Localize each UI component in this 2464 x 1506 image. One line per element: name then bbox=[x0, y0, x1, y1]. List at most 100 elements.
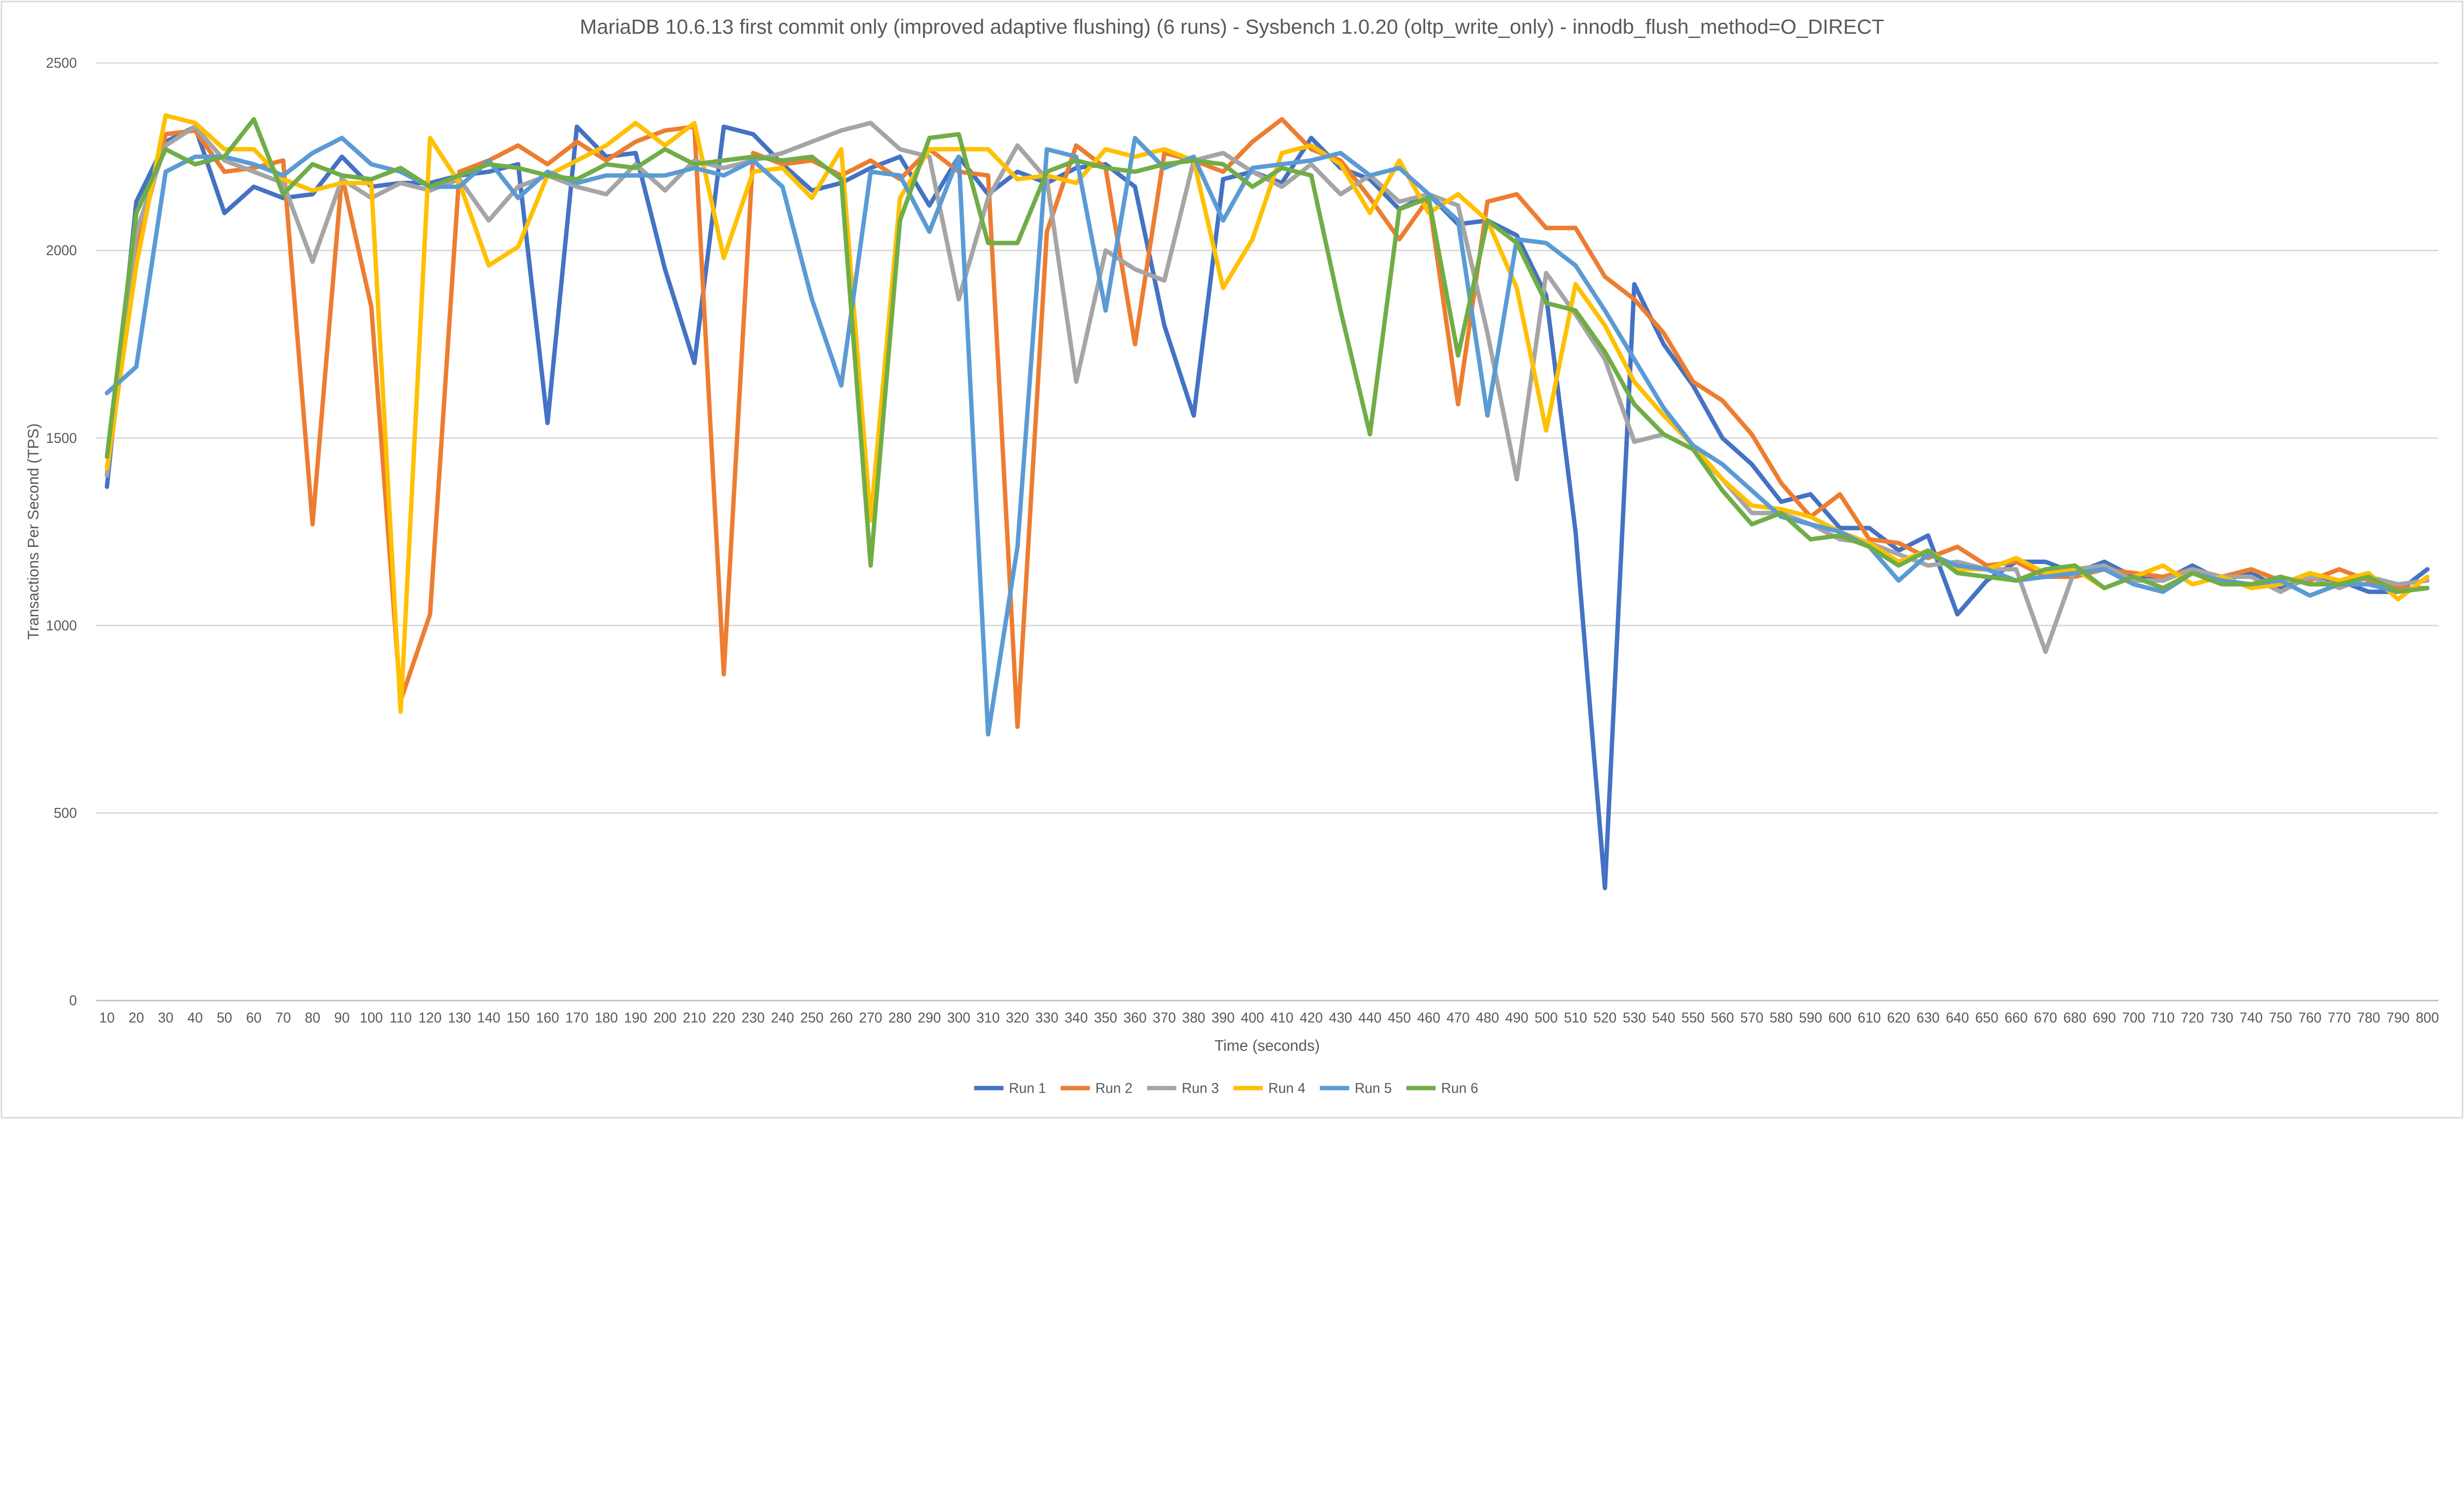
x-tick-label: 580 bbox=[1770, 1010, 1793, 1026]
x-tick-label: 120 bbox=[418, 1010, 442, 1026]
x-tick-label: 530 bbox=[1623, 1010, 1646, 1026]
y-tick-label: 2000 bbox=[46, 242, 77, 258]
x-tick-label: 260 bbox=[830, 1010, 853, 1026]
x-tick-label: 200 bbox=[653, 1010, 677, 1026]
x-tick-label: 210 bbox=[683, 1010, 706, 1026]
series-lines bbox=[104, 113, 2430, 891]
x-tick-label: 780 bbox=[2357, 1010, 2380, 1026]
x-tick-label: 320 bbox=[1006, 1010, 1029, 1026]
x-tick-label: 520 bbox=[1593, 1010, 1616, 1026]
x-tick-label: 510 bbox=[1564, 1010, 1587, 1026]
x-tick-label: 480 bbox=[1476, 1010, 1499, 1026]
x-tick-label: 730 bbox=[2210, 1010, 2233, 1026]
x-tick-label: 460 bbox=[1417, 1010, 1440, 1026]
legend-label: Run 4 bbox=[1268, 1080, 1305, 1096]
x-tick-label: 20 bbox=[129, 1010, 144, 1026]
legend-item: Run 1 bbox=[974, 1080, 1046, 1096]
x-tick-label: 350 bbox=[1094, 1010, 1117, 1026]
x-tick-label: 110 bbox=[390, 1010, 412, 1026]
x-tick-label: 750 bbox=[2269, 1010, 2292, 1026]
x-tick-label: 160 bbox=[536, 1010, 559, 1026]
x-tick-label: 50 bbox=[217, 1010, 232, 1026]
x-tick-label: 280 bbox=[889, 1010, 912, 1026]
x-tick-label: 150 bbox=[507, 1010, 530, 1026]
x-tick-label: 680 bbox=[2063, 1010, 2087, 1026]
x-tick-label: 540 bbox=[1652, 1010, 1675, 1026]
x-axis-ticks: 10 20 30 40 50 60 70 80 90 100 110 120 130 140 150 160 1… bbox=[99, 1010, 2439, 1026]
x-tick-label: 90 bbox=[334, 1010, 349, 1026]
x-tick-label: 140 bbox=[477, 1010, 500, 1026]
x-tick-label: 560 bbox=[1711, 1010, 1734, 1026]
x-tick-label: 40 bbox=[187, 1010, 203, 1026]
x-tick-label: 470 bbox=[1446, 1010, 1470, 1026]
x-tick-label: 800 bbox=[2416, 1010, 2439, 1026]
x-tick-label: 360 bbox=[1124, 1010, 1147, 1026]
x-tick-label: 440 bbox=[1358, 1010, 1381, 1026]
x-tick-label: 390 bbox=[1211, 1010, 1234, 1026]
x-tick-label: 370 bbox=[1153, 1010, 1176, 1026]
x-tick-label: 330 bbox=[1035, 1010, 1059, 1026]
legend-label: Run 5 bbox=[1355, 1080, 1392, 1096]
legend: Run 1 Run 2 Run 3 Run 4 Run 5 Run 6 bbox=[974, 1080, 1478, 1096]
x-tick-label: 720 bbox=[2181, 1010, 2204, 1026]
gridlines bbox=[96, 62, 2438, 1002]
x-tick-label: 410 bbox=[1270, 1010, 1294, 1026]
x-tick-label: 710 bbox=[2152, 1010, 2175, 1026]
legend-label: Run 2 bbox=[1095, 1080, 1132, 1096]
x-tick-label: 670 bbox=[2034, 1010, 2057, 1026]
legend-item: Run 4 bbox=[1233, 1080, 1305, 1096]
x-tick-label: 500 bbox=[1535, 1010, 1558, 1026]
x-tick-label: 10 bbox=[99, 1010, 114, 1026]
x-tick-label: 650 bbox=[1975, 1010, 1998, 1026]
x-tick-label: 770 bbox=[2327, 1010, 2351, 1026]
x-tick-label: 30 bbox=[158, 1010, 173, 1026]
line-chart: MariaDB 10.6.13 first commit only (impro… bbox=[0, 0, 2464, 1119]
x-tick-label: 190 bbox=[624, 1010, 647, 1026]
x-tick-label: 600 bbox=[1828, 1010, 1851, 1026]
x-tick-label: 550 bbox=[1681, 1010, 1705, 1026]
x-tick-label: 270 bbox=[859, 1010, 882, 1026]
x-tick-label: 300 bbox=[947, 1010, 970, 1026]
legend-label: Run 1 bbox=[1009, 1080, 1046, 1096]
x-tick-label: 100 bbox=[360, 1010, 383, 1026]
x-tick-label: 420 bbox=[1300, 1010, 1323, 1026]
x-tick-label: 590 bbox=[1799, 1010, 1822, 1026]
x-tick-label: 570 bbox=[1740, 1010, 1763, 1026]
x-tick-label: 60 bbox=[246, 1010, 261, 1026]
x-tick-label: 400 bbox=[1241, 1010, 1264, 1026]
legend-item: Run 6 bbox=[1406, 1080, 1478, 1096]
x-tick-label: 640 bbox=[1946, 1010, 1969, 1026]
legend-item: Run 3 bbox=[1147, 1080, 1219, 1096]
legend-label: Run 6 bbox=[1441, 1080, 1478, 1096]
y-tick-label: 1500 bbox=[46, 430, 77, 446]
chart-title: MariaDB 10.6.13 first commit only (impro… bbox=[580, 15, 1884, 38]
x-tick-label: 130 bbox=[448, 1010, 471, 1026]
x-tick-label: 690 bbox=[2092, 1010, 2116, 1026]
legend-label: Run 3 bbox=[1182, 1080, 1219, 1096]
x-tick-label: 80 bbox=[305, 1010, 320, 1026]
x-tick-label: 760 bbox=[2298, 1010, 2322, 1026]
x-tick-label: 790 bbox=[2387, 1010, 2410, 1026]
y-tick-label: 2500 bbox=[46, 55, 77, 70]
x-tick-label: 740 bbox=[2239, 1010, 2262, 1026]
series-line-run-2 bbox=[104, 117, 2430, 729]
legend-item: Run 2 bbox=[1061, 1080, 1132, 1096]
x-tick-label: 430 bbox=[1329, 1010, 1352, 1026]
x-tick-label: 630 bbox=[1916, 1010, 1940, 1026]
x-axis-title: Time (seconds) bbox=[1214, 1037, 1320, 1054]
y-axis-ticks: 0 500 1000 1500 2000 2500 bbox=[46, 55, 77, 1008]
series-line-run-6 bbox=[104, 117, 2430, 594]
y-tick-label: 0 bbox=[69, 993, 77, 1008]
x-tick-label: 490 bbox=[1505, 1010, 1528, 1026]
x-tick-label: 220 bbox=[712, 1010, 735, 1026]
x-tick-label: 380 bbox=[1182, 1010, 1205, 1026]
x-tick-label: 700 bbox=[2122, 1010, 2145, 1026]
x-tick-label: 660 bbox=[2005, 1010, 2028, 1026]
y-axis-title: Transactions Per Second (TPS) bbox=[25, 423, 42, 639]
y-tick-label: 1000 bbox=[46, 617, 77, 633]
x-tick-label: 340 bbox=[1064, 1010, 1088, 1026]
x-tick-label: 180 bbox=[595, 1010, 618, 1026]
x-tick-label: 620 bbox=[1887, 1010, 1910, 1026]
x-tick-label: 240 bbox=[771, 1010, 794, 1026]
x-tick-label: 290 bbox=[918, 1010, 941, 1026]
